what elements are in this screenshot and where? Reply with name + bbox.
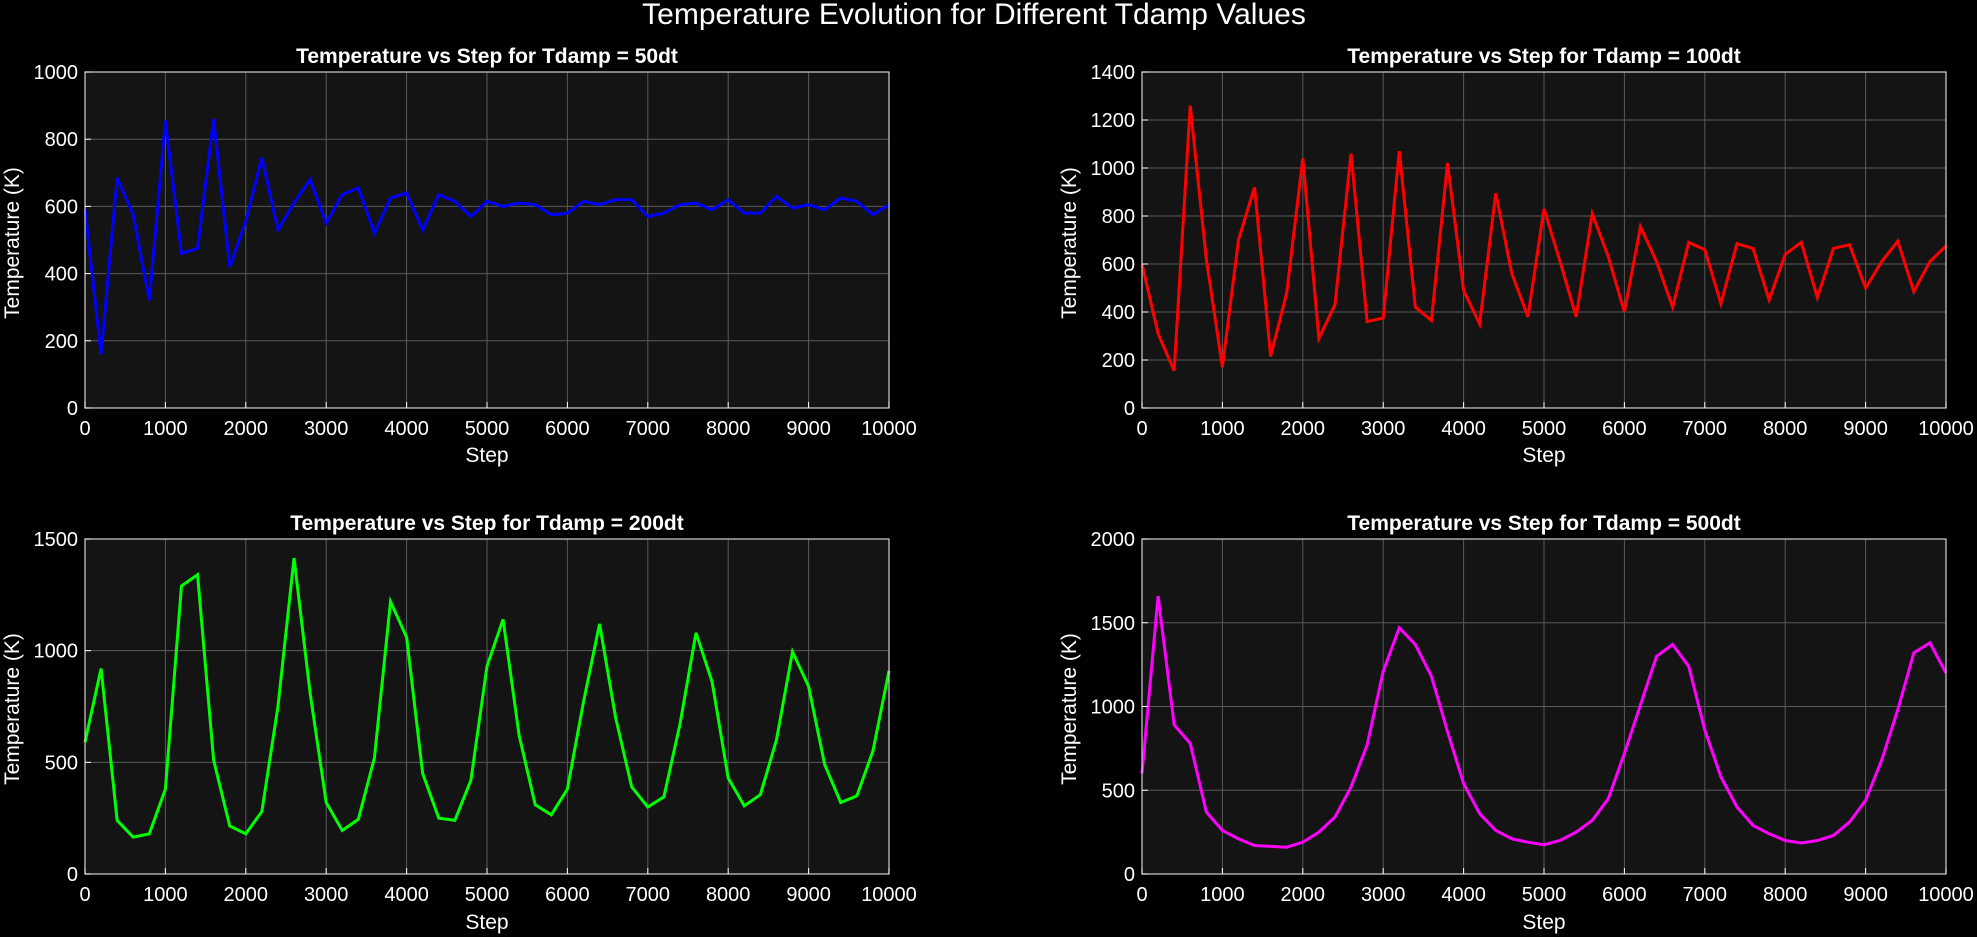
subplot-title: Temperature vs Step for Tdamp = 100dt	[1347, 45, 1740, 68]
x-tick-label: 10000	[861, 884, 917, 906]
subplot-tdamp-500dt: Temperature vs Step for Tdamp = 500dt St…	[1058, 512, 1974, 934]
x-tick-label: 5000	[465, 418, 510, 440]
x-tick-label: 5000	[1522, 884, 1567, 906]
y-tick-label: 1500	[1091, 613, 1136, 635]
x-axis-label: Step	[1522, 444, 1565, 467]
x-tick-label: 10000	[861, 418, 917, 440]
x-tick-label: 9000	[1843, 418, 1888, 440]
x-tick-label: 1000	[1200, 418, 1245, 440]
y-tick-label: 1400	[1091, 62, 1136, 84]
x-tick-label: 6000	[1602, 884, 1647, 906]
y-tick-label: 1500	[34, 529, 79, 551]
x-axis-label: Step	[1522, 911, 1565, 934]
y-tick-label: 2000	[1091, 529, 1136, 551]
x-tick-label: 6000	[1602, 418, 1647, 440]
subplot-title: Temperature vs Step for Tdamp = 50dt	[296, 45, 678, 68]
x-tick-label: 5000	[1522, 418, 1567, 440]
x-tick-label: 10000	[1918, 418, 1974, 440]
y-tick-label: 1000	[1091, 697, 1136, 719]
x-tick-label: 7000	[626, 418, 671, 440]
x-tick-label: 3000	[304, 884, 349, 906]
y-tick-label: 0	[1124, 864, 1135, 886]
y-tick-label: 0	[1124, 398, 1135, 420]
subplot-title: Temperature vs Step for Tdamp = 500dt	[1347, 512, 1740, 535]
x-tick-label: 3000	[1361, 418, 1406, 440]
x-tick-label: 2000	[1281, 418, 1326, 440]
x-tick-label: 6000	[545, 884, 590, 906]
y-axis-label: Temperature (K)	[1, 633, 24, 785]
x-tick-label: 9000	[786, 884, 831, 906]
x-axis-label: Step	[465, 911, 508, 934]
x-tick-label: 8000	[1763, 418, 1808, 440]
x-axis-label: Step	[465, 444, 508, 467]
x-tick-label: 8000	[1763, 884, 1808, 906]
temperature-series-line	[1140, 595, 1948, 849]
y-tick-label: 1200	[1091, 110, 1136, 132]
x-tick-label: 4000	[1441, 884, 1486, 906]
y-tick-label: 500	[45, 752, 78, 774]
x-tick-label: 4000	[384, 418, 429, 440]
y-axis-label: Temperature (K)	[1058, 633, 1081, 785]
temperature-series-line	[83, 118, 890, 355]
y-tick-label: 0	[67, 398, 78, 420]
y-tick-label: 400	[1102, 302, 1135, 324]
y-tick-label: 1000	[1091, 158, 1136, 180]
x-tick-label: 4000	[1441, 418, 1486, 440]
y-tick-label: 0	[67, 864, 78, 886]
y-tick-label: 800	[1102, 206, 1135, 228]
temperature-series-line	[1140, 105, 1948, 372]
x-tick-label: 5000	[465, 884, 510, 906]
x-tick-label: 3000	[1361, 884, 1406, 906]
x-tick-label: 0	[79, 884, 90, 906]
x-tick-label: 9000	[786, 418, 831, 440]
x-tick-label: 2000	[224, 884, 269, 906]
y-tick-label: 1000	[34, 62, 79, 84]
x-tick-label: 0	[1136, 884, 1147, 906]
y-tick-label: 200	[45, 331, 78, 353]
x-tick-label: 10000	[1918, 884, 1974, 906]
x-tick-label: 0	[79, 418, 90, 440]
y-tick-label: 400	[45, 264, 78, 286]
x-tick-label: 4000	[384, 884, 429, 906]
y-tick-label: 1000	[34, 641, 79, 663]
y-tick-label: 600	[1102, 254, 1135, 276]
x-tick-label: 1000	[143, 418, 188, 440]
x-tick-label: 6000	[545, 418, 590, 440]
x-tick-label: 1000	[1200, 884, 1245, 906]
y-tick-label: 800	[45, 129, 78, 151]
x-tick-label: 3000	[304, 418, 349, 440]
x-tick-label: 2000	[1281, 884, 1326, 906]
subplot-title: Temperature vs Step for Tdamp = 200dt	[290, 512, 683, 535]
x-tick-label: 7000	[1683, 418, 1728, 440]
figure-suptitle: Temperature Evolution for Different Tdam…	[642, 0, 1306, 31]
y-tick-label: 500	[1102, 780, 1135, 802]
subplot-tdamp-200dt: Temperature vs Step for Tdamp = 200dt St…	[1, 512, 917, 934]
x-tick-label: 8000	[706, 418, 751, 440]
x-tick-label: 7000	[626, 884, 671, 906]
x-tick-label: 9000	[1843, 884, 1888, 906]
y-tick-label: 200	[1102, 350, 1135, 372]
x-tick-label: 2000	[224, 418, 269, 440]
x-tick-label: 1000	[143, 884, 188, 906]
x-tick-label: 7000	[1683, 884, 1728, 906]
x-tick-label: 0	[1136, 418, 1147, 440]
x-tick-label: 8000	[706, 884, 751, 906]
y-axis-label: Temperature (K)	[1058, 167, 1081, 319]
subplot-tdamp-100dt: Temperature vs Step for Tdamp = 100dt St…	[1058, 45, 1974, 467]
temperature-series-line	[83, 557, 891, 839]
y-axis-label: Temperature (K)	[1, 167, 24, 319]
subplot-tdamp-50dt: Temperature vs Step for Tdamp = 50dt Ste…	[1, 45, 917, 467]
y-tick-label: 600	[45, 196, 78, 218]
